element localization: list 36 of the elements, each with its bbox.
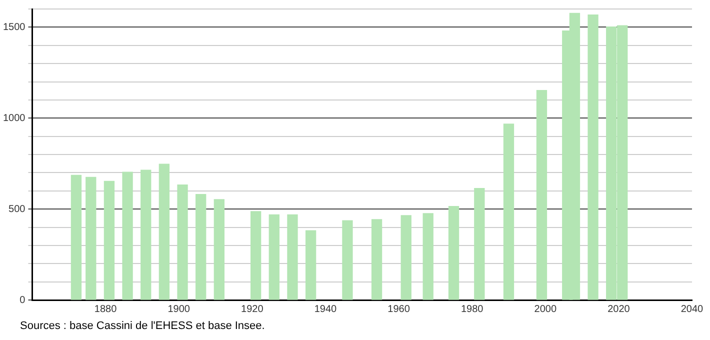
bar (400, 215, 412, 300)
bar (422, 213, 434, 300)
bar (342, 220, 353, 300)
bar (214, 199, 225, 300)
source-note: Sources : base Cassini de l'EHESS et base Insee. (20, 320, 265, 332)
bar (287, 214, 298, 300)
bar (86, 176, 96, 300)
bar (503, 124, 514, 300)
y-tick-label: 500 (8, 204, 26, 215)
x-tick-label: 1920 (241, 304, 264, 315)
bar (536, 90, 548, 300)
x-tick-label: 1980 (460, 304, 484, 315)
x-tick-label: 1900 (168, 304, 190, 315)
bar (448, 206, 460, 300)
bar (371, 219, 382, 300)
bar (250, 211, 262, 300)
bar (158, 164, 170, 300)
bar (70, 174, 82, 300)
bar (196, 194, 206, 300)
x-tick-label: 1940 (314, 304, 338, 315)
bar (177, 184, 188, 300)
bar (104, 180, 115, 300)
bar (305, 230, 316, 300)
bar (588, 14, 598, 300)
bar (122, 172, 133, 300)
y-tick-label: 0 (20, 294, 26, 306)
bar (140, 170, 152, 300)
x-tick-label: 1960 (388, 304, 410, 315)
x-tick-label: 1880 (94, 304, 118, 315)
y-tick-label: 1500 (2, 22, 26, 33)
x-tick-label: 2000 (534, 304, 557, 315)
x-tick-label: 2040 (680, 304, 704, 315)
bar (268, 214, 280, 300)
bar (474, 188, 485, 300)
x-tick-label: 2020 (608, 304, 630, 315)
y-tick-label: 1000 (2, 112, 26, 124)
